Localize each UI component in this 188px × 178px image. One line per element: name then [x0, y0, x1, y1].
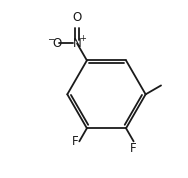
Text: N: N: [73, 37, 81, 50]
Text: −: −: [47, 34, 55, 43]
Text: O: O: [72, 11, 82, 24]
Text: O: O: [52, 37, 61, 50]
Text: F: F: [130, 142, 137, 155]
Text: +: +: [80, 34, 86, 43]
Text: F: F: [72, 135, 78, 148]
